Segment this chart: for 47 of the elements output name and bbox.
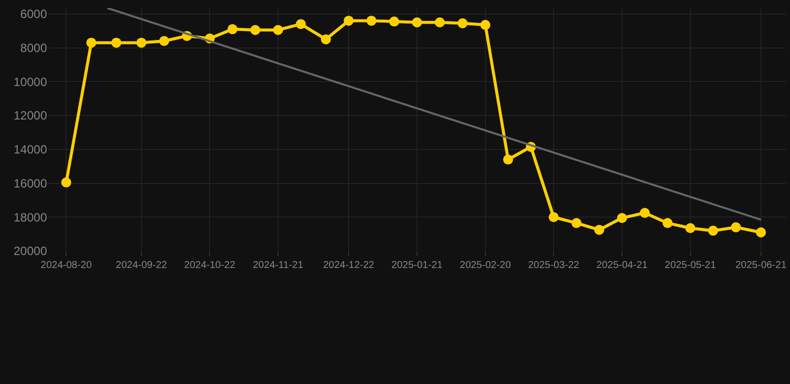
point	[617, 212, 627, 223]
x-tick-label: 2025-02-20	[460, 260, 512, 271]
y-tick-label: 18000	[14, 210, 48, 224]
x-tick-label: 2024-11-21	[252, 260, 304, 271]
x-tick-label: 2024-08-20	[40, 260, 92, 271]
point	[708, 226, 718, 236]
point	[250, 25, 260, 36]
y-tick-label: 20000	[14, 244, 48, 258]
point	[320, 34, 331, 44]
x-tick-label: 2024-09-22	[116, 260, 168, 271]
point	[412, 17, 422, 28]
point	[458, 18, 468, 28]
point	[480, 20, 490, 30]
x-tick-label: 2024-12-22	[323, 260, 375, 271]
point	[756, 227, 766, 238]
point	[296, 19, 306, 30]
point	[571, 218, 582, 228]
point	[61, 177, 72, 188]
y-tick-label: 10000	[14, 74, 48, 89]
x-tick-label: 2024-10-22	[184, 260, 236, 271]
point	[344, 16, 354, 26]
point	[503, 154, 514, 165]
y-tick-label: 12000	[14, 108, 48, 123]
point	[111, 38, 122, 48]
point	[86, 38, 96, 48]
point	[685, 223, 696, 234]
point	[136, 38, 146, 48]
x-tick-label: 2025-01-21	[391, 260, 444, 271]
point	[730, 222, 741, 232]
y-tick-label: 6000	[20, 7, 48, 22]
x-tick-label: 2025-04-21	[596, 260, 648, 271]
point	[273, 25, 284, 36]
point	[159, 36, 170, 46]
point	[366, 16, 376, 26]
x-tick-label: 2025-06-21	[735, 260, 787, 271]
y-tick-label: 8000	[20, 40, 48, 55]
x-tick-label: 2025-05-21	[664, 260, 716, 271]
y-tick-label: 16000	[14, 176, 48, 190]
point	[662, 218, 673, 228]
point	[640, 208, 650, 218]
point	[548, 212, 559, 222]
point	[228, 24, 238, 34]
y-tick-label: 14000	[14, 142, 48, 157]
point	[389, 16, 400, 27]
x-tick-label: 2025-03-22	[528, 260, 580, 271]
point	[434, 17, 445, 28]
point	[594, 224, 604, 235]
